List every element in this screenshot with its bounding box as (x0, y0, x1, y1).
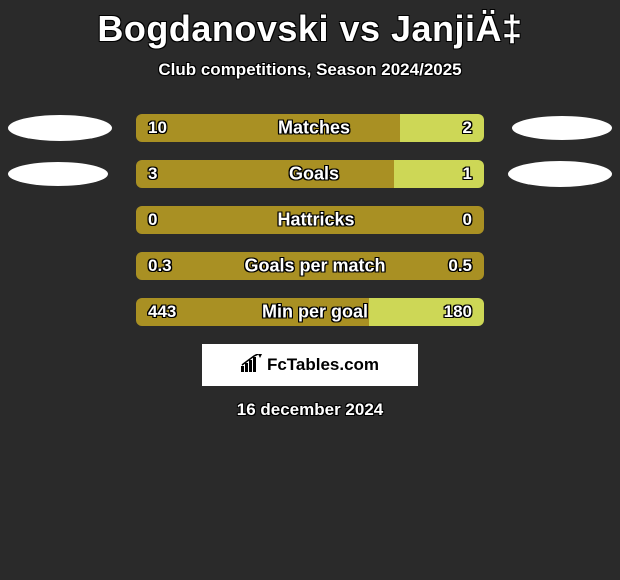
player-left-marker (8, 115, 112, 141)
stat-row: 443 180 Min per goal (0, 298, 620, 326)
stat-label: Matches (278, 118, 350, 139)
stat-value-right: 0 (463, 210, 472, 230)
stat-label: Goals per match (244, 256, 385, 277)
page-subtitle: Club competitions, Season 2024/2025 (0, 60, 620, 80)
stat-value-left: 0 (148, 210, 157, 230)
stat-value-left: 3 (148, 164, 157, 184)
stat-label: Min per goal (262, 302, 368, 323)
stat-row: 0.3 0.5 Goals per match (0, 252, 620, 280)
player-right-marker (512, 116, 612, 140)
comparison-widget: Bogdanovski vs JanjiÄ‡ Club competitions… (0, 0, 620, 580)
logo-box[interactable]: FcTables.com (202, 344, 418, 386)
stat-bar-left (136, 114, 400, 142)
player-left-marker (8, 162, 108, 186)
stat-value-right: 0.5 (448, 256, 472, 276)
stat-label: Goals (289, 164, 339, 185)
stat-value-left: 10 (148, 118, 167, 138)
stat-label: Hattricks (277, 210, 354, 231)
stat-row: 0 0 Hattricks (0, 206, 620, 234)
page-title: Bogdanovski vs JanjiÄ‡ (0, 0, 620, 50)
stat-value-left: 0.3 (148, 256, 172, 276)
stat-bar-left (136, 160, 394, 188)
stat-value-right: 1 (463, 164, 472, 184)
player-right-marker (508, 161, 612, 187)
logo-text: FcTables.com (267, 355, 379, 375)
stat-row: 3 1 Goals (0, 160, 620, 188)
chart-area: 10 2 Matches 3 1 Goals 0 0 Hattricks 0.3 0.5 Goals … (0, 114, 620, 326)
stat-value-right: 180 (444, 302, 472, 322)
date-label: 16 december 2024 (0, 400, 620, 420)
stat-value-right: 2 (463, 118, 472, 138)
chart-icon (241, 354, 263, 377)
stat-row: 10 2 Matches (0, 114, 620, 142)
stat-value-left: 443 (148, 302, 176, 322)
